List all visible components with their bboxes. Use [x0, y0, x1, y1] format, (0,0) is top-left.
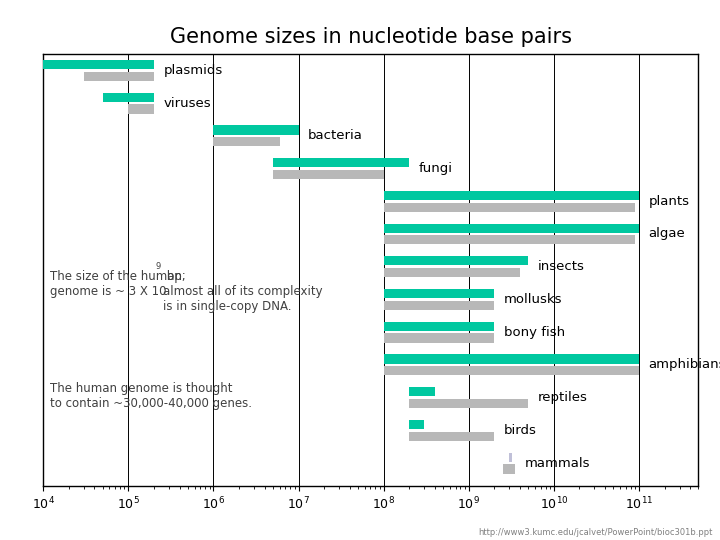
Text: insects: insects — [538, 260, 585, 273]
Bar — [384, 224, 639, 233]
Bar — [384, 322, 495, 331]
Bar — [409, 387, 435, 396]
Bar — [384, 191, 639, 200]
Text: 9: 9 — [156, 262, 161, 271]
Bar — [384, 354, 639, 363]
Bar — [384, 334, 495, 343]
Bar — [503, 464, 515, 474]
Text: amphibians: amphibians — [649, 359, 720, 372]
Text: algae: algae — [649, 227, 685, 240]
Bar — [273, 158, 409, 167]
Text: reptiles: reptiles — [538, 391, 588, 404]
Bar — [213, 125, 299, 134]
Text: fungi: fungi — [419, 162, 453, 175]
Text: bacteria: bacteria — [308, 129, 363, 143]
Bar — [509, 453, 512, 462]
Bar — [409, 420, 424, 429]
Text: The human genome is thought
to contain ~30,000-40,000 genes.: The human genome is thought to contain ~… — [50, 382, 252, 410]
Bar — [409, 399, 528, 408]
Bar — [384, 366, 639, 375]
Bar — [384, 256, 528, 266]
Bar — [409, 431, 495, 441]
Text: birds: birds — [504, 424, 537, 437]
Bar — [43, 60, 154, 69]
Bar — [384, 301, 495, 310]
Text: plasmids: plasmids — [163, 64, 223, 77]
Text: mollusks: mollusks — [504, 293, 562, 306]
Bar — [384, 268, 520, 277]
Text: The size of the human
genome is ~ 3 X 10: The size of the human genome is ~ 3 X 10 — [50, 270, 181, 298]
Bar — [103, 93, 154, 102]
Text: viruses: viruses — [163, 97, 211, 110]
Text: mammals: mammals — [525, 457, 590, 470]
Bar — [273, 170, 384, 179]
Text: bp;
almost all of its complexity
is in single-copy DNA.: bp; almost all of its complexity is in s… — [163, 270, 323, 313]
Text: bony fish: bony fish — [504, 326, 565, 339]
Bar — [213, 137, 279, 146]
Title: Genome sizes in nucleotide base pairs: Genome sizes in nucleotide base pairs — [170, 27, 572, 47]
Bar — [128, 104, 154, 113]
Bar — [384, 289, 495, 298]
Text: plants: plants — [649, 195, 690, 208]
Bar — [84, 72, 154, 81]
Text: http://www3.kumc.edu/jcalvet/PowerPoint/bioc301b.ppt: http://www3.kumc.edu/jcalvet/PowerPoint/… — [478, 528, 713, 537]
Bar — [384, 202, 635, 212]
Bar — [384, 235, 635, 245]
